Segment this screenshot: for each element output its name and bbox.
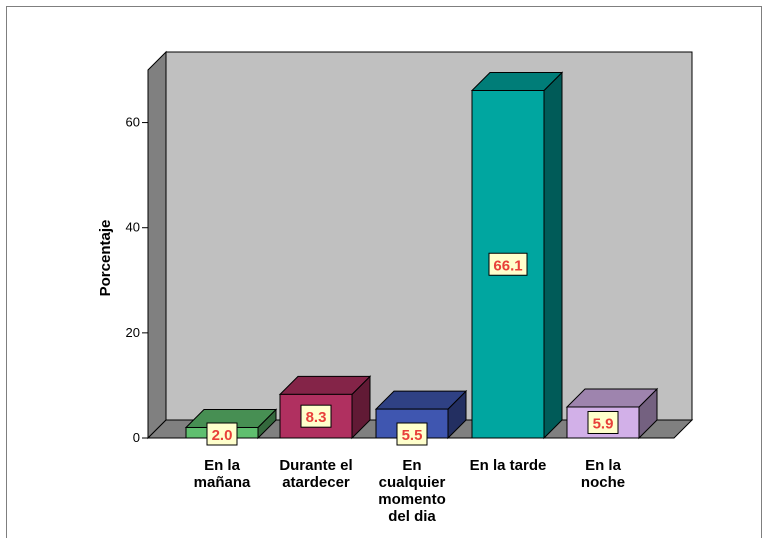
category-label: En cualquier momento del dia	[378, 457, 446, 525]
data-label-box	[488, 252, 528, 276]
data-label: 2.0	[212, 427, 233, 444]
bar	[279, 393, 353, 439]
data-label: 66.1	[493, 257, 522, 274]
category-label: En la tarde	[470, 457, 547, 474]
bar-side	[543, 71, 563, 440]
category-label: Durante el atardecer	[279, 457, 352, 491]
y-tick-label: 60	[126, 115, 140, 130]
y-axis-label: Porcentaje	[97, 220, 114, 297]
data-label-box	[587, 410, 619, 434]
y-tick-label: 20	[126, 325, 140, 340]
data-label-box	[396, 422, 428, 446]
data-label: 8.3	[306, 409, 327, 426]
category-label: En la mañana	[194, 457, 251, 491]
data-label: 5.9	[593, 415, 614, 432]
y-tick-label: 40	[126, 220, 140, 235]
data-label-box	[300, 404, 332, 428]
category-label: En la noche	[581, 457, 625, 491]
chart-left-wall	[147, 50, 167, 440]
data-label-box	[206, 422, 238, 446]
data-label: 5.5	[402, 427, 423, 444]
chart-back-wall	[165, 51, 693, 421]
y-tick-label: 0	[133, 430, 140, 445]
